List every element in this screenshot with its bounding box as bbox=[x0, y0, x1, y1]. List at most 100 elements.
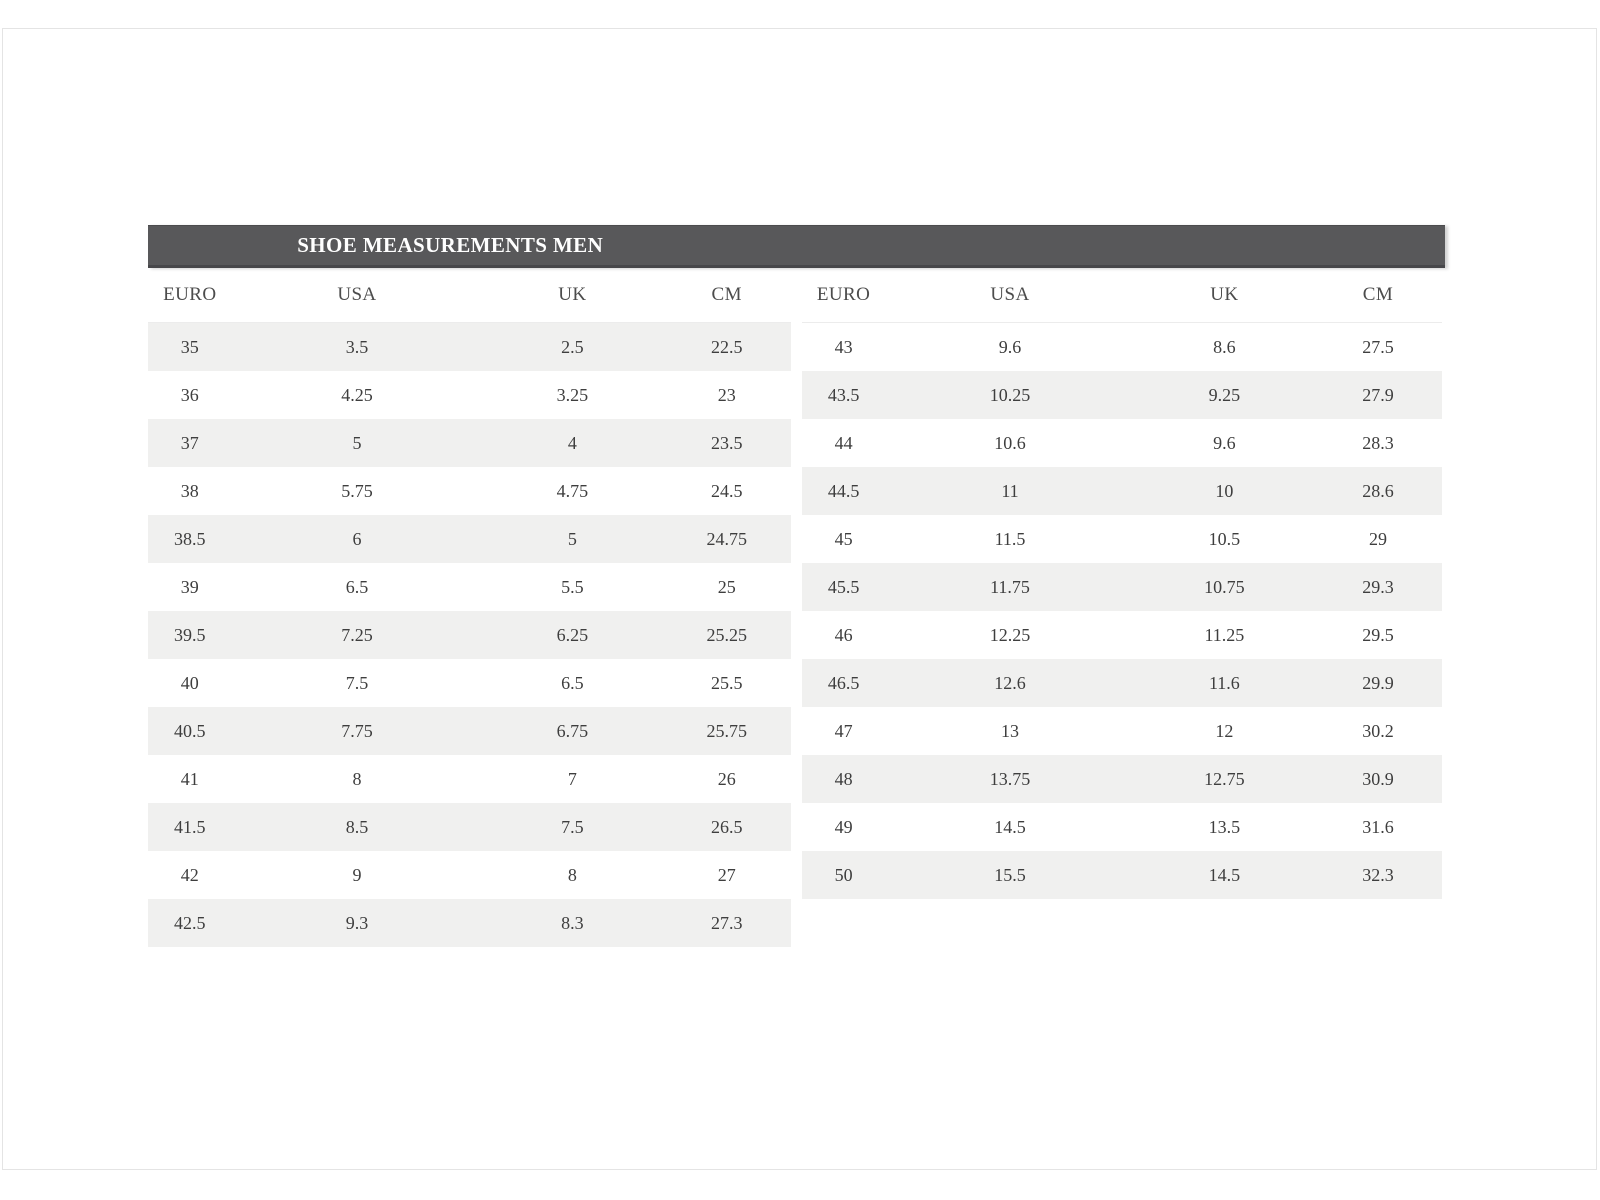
table-cell: 8.6 bbox=[1213, 336, 1236, 357]
table-cell: 6.5 bbox=[345, 576, 369, 597]
table-cell: 25.5 bbox=[710, 672, 743, 693]
table-row: 49 14.5 13.5 31.6 bbox=[802, 803, 1442, 851]
table-row: 43.5 10.25 9.25 27.9 bbox=[802, 371, 1442, 419]
chart-title-bar: SHOE MEASUREMENTS MEN bbox=[148, 225, 1445, 268]
table-cell: 13.75 bbox=[885, 755, 1135, 803]
table-cell: 7.25 bbox=[231, 611, 483, 659]
table-cell: 46.5 bbox=[802, 659, 886, 707]
table-cell: 50 bbox=[802, 851, 886, 899]
table-cell: 41 bbox=[180, 768, 199, 789]
table-cell: 11.75 bbox=[885, 563, 1135, 611]
table-cell: 5 bbox=[482, 515, 663, 563]
table-cell: 5.75 bbox=[341, 480, 373, 501]
table-cell: 46 bbox=[834, 624, 853, 645]
header-row: EURO USA UK CM bbox=[148, 268, 791, 323]
column-header-cm: CM bbox=[1313, 268, 1442, 323]
table-cell: 24.75 bbox=[662, 515, 791, 563]
table-cell: 30.9 bbox=[1313, 755, 1442, 803]
table-row: 44 10.6 9.6 28.3 bbox=[802, 419, 1442, 467]
table-cell: 25.25 bbox=[662, 611, 791, 659]
table-row: 50 15.5 14.5 32.3 bbox=[802, 851, 1442, 899]
table-cell: 27.5 bbox=[1362, 336, 1394, 357]
table-cell: 12.75 bbox=[1134, 755, 1314, 803]
table-body: 43 9.6 8.6 27.5 43.5 10.25 9.25 27.9 44 10.6 9.6 28… bbox=[802, 323, 1442, 899]
table-cell: 38 bbox=[180, 480, 199, 501]
size-table-right: EURO USA UK CM 43 9.6 8.6 27.5 43.5 10.25 9.25… bbox=[802, 268, 1442, 899]
table-cell: 29.3 bbox=[1313, 563, 1442, 611]
table-cell: 9.6 bbox=[1213, 432, 1236, 453]
table-cell: 7.5 bbox=[345, 672, 369, 693]
table-cell: 47 bbox=[834, 720, 853, 741]
table-cell: 44 bbox=[834, 432, 853, 453]
table-cell: 26 bbox=[717, 768, 736, 789]
table-cell: 7.75 bbox=[231, 707, 483, 755]
table-cell: 27 bbox=[717, 864, 736, 885]
table-cell: 27.9 bbox=[1313, 371, 1442, 419]
table-row: 46.5 12.6 11.6 29.9 bbox=[802, 659, 1442, 707]
table-cell: 39 bbox=[180, 576, 199, 597]
table-cell: 5.5 bbox=[561, 576, 584, 597]
table-cell: 44.5 bbox=[802, 467, 886, 515]
table-cell: 31.6 bbox=[1362, 816, 1394, 837]
table-cell: 7 bbox=[567, 768, 577, 789]
table-cell: 32.3 bbox=[1313, 851, 1442, 899]
table-row: 44.5 11 10 28.6 bbox=[802, 467, 1442, 515]
table-cell: 8 bbox=[352, 768, 362, 789]
table-cell: 26.5 bbox=[662, 803, 791, 851]
table-cell: 12 bbox=[1215, 720, 1234, 741]
table-cell: 45 bbox=[834, 528, 853, 549]
column-header-usa: USA bbox=[885, 268, 1135, 323]
column-header-usa: USA bbox=[231, 268, 483, 323]
column-header-euro: EURO bbox=[802, 268, 886, 323]
table-row: 42 9 8 27 bbox=[148, 851, 791, 899]
table-cell: 27.3 bbox=[662, 899, 791, 947]
table-cell: 4.75 bbox=[556, 480, 589, 501]
header-row: EURO USA UK CM bbox=[802, 268, 1442, 323]
table-cell: 29.5 bbox=[1362, 624, 1394, 645]
table-cell: 11.25 bbox=[1204, 624, 1245, 645]
table-header: EURO USA UK CM bbox=[148, 268, 791, 323]
table-row: 39.5 7.25 6.25 25.25 bbox=[148, 611, 791, 659]
column-header-uk: UK bbox=[1134, 268, 1314, 323]
table-row: 46 12.25 11.25 29.5 bbox=[802, 611, 1442, 659]
column-header-euro: EURO bbox=[148, 268, 232, 323]
table-row: 41.5 8.5 7.5 26.5 bbox=[148, 803, 791, 851]
table-body: 35 3.5 2.5 22.5 36 4.25 3.25 23 37 5 4 23.5 38 5.75 4.… bbox=[148, 322, 791, 947]
table-row: 45 11.5 10.5 29 bbox=[802, 515, 1442, 563]
table-cell: 9 bbox=[352, 864, 362, 885]
table-row: 41 8 7 26 bbox=[148, 755, 791, 803]
table-row: 42.5 9.3 8.3 27.3 bbox=[148, 899, 791, 947]
table-cell: 10 bbox=[1134, 467, 1314, 515]
table-cell: 9.25 bbox=[1134, 371, 1314, 419]
table-cell: 25 bbox=[717, 576, 736, 597]
table-row: 38.5 6 5 24.75 bbox=[148, 515, 791, 563]
table-row: 38 5.75 4.75 24.5 bbox=[148, 467, 791, 515]
table-header: EURO USA UK CM bbox=[802, 268, 1442, 323]
table-cell: 25.75 bbox=[662, 707, 791, 755]
table-cell: 15.5 bbox=[885, 851, 1135, 899]
table-cell: 43.5 bbox=[802, 371, 886, 419]
table-cell: 28.3 bbox=[1362, 432, 1394, 453]
table-cell: 49 bbox=[834, 816, 853, 837]
table-cell: 2.5 bbox=[482, 322, 663, 371]
table-row: 47 13 12 30.2 bbox=[802, 707, 1442, 755]
table-cell: 23.5 bbox=[662, 419, 791, 467]
table-cell: 45.5 bbox=[802, 563, 886, 611]
table-row: 39 6.5 5.5 25 bbox=[148, 563, 791, 611]
table-cell: 7.5 bbox=[482, 803, 663, 851]
table-cell: 42.5 bbox=[148, 899, 232, 947]
table-cell: 4.25 bbox=[341, 384, 373, 405]
table-row: 40.5 7.75 6.75 25.75 bbox=[148, 707, 791, 755]
table-cell: 14.5 bbox=[1134, 851, 1314, 899]
table-cell: 10.25 bbox=[885, 371, 1135, 419]
table-row: 43 9.6 8.6 27.5 bbox=[802, 323, 1442, 372]
table-cell: 39.5 bbox=[148, 611, 232, 659]
table-row: 36 4.25 3.25 23 bbox=[148, 371, 791, 419]
table-cell: 12.25 bbox=[989, 624, 1031, 645]
table-cell: 37 bbox=[148, 419, 232, 467]
table-cell: 6.25 bbox=[482, 611, 663, 659]
table-cell: 6 bbox=[231, 515, 483, 563]
table-cell: 22.5 bbox=[662, 322, 791, 371]
table-cell: 43 bbox=[834, 336, 853, 357]
table-cell: 11.6 bbox=[1134, 659, 1314, 707]
